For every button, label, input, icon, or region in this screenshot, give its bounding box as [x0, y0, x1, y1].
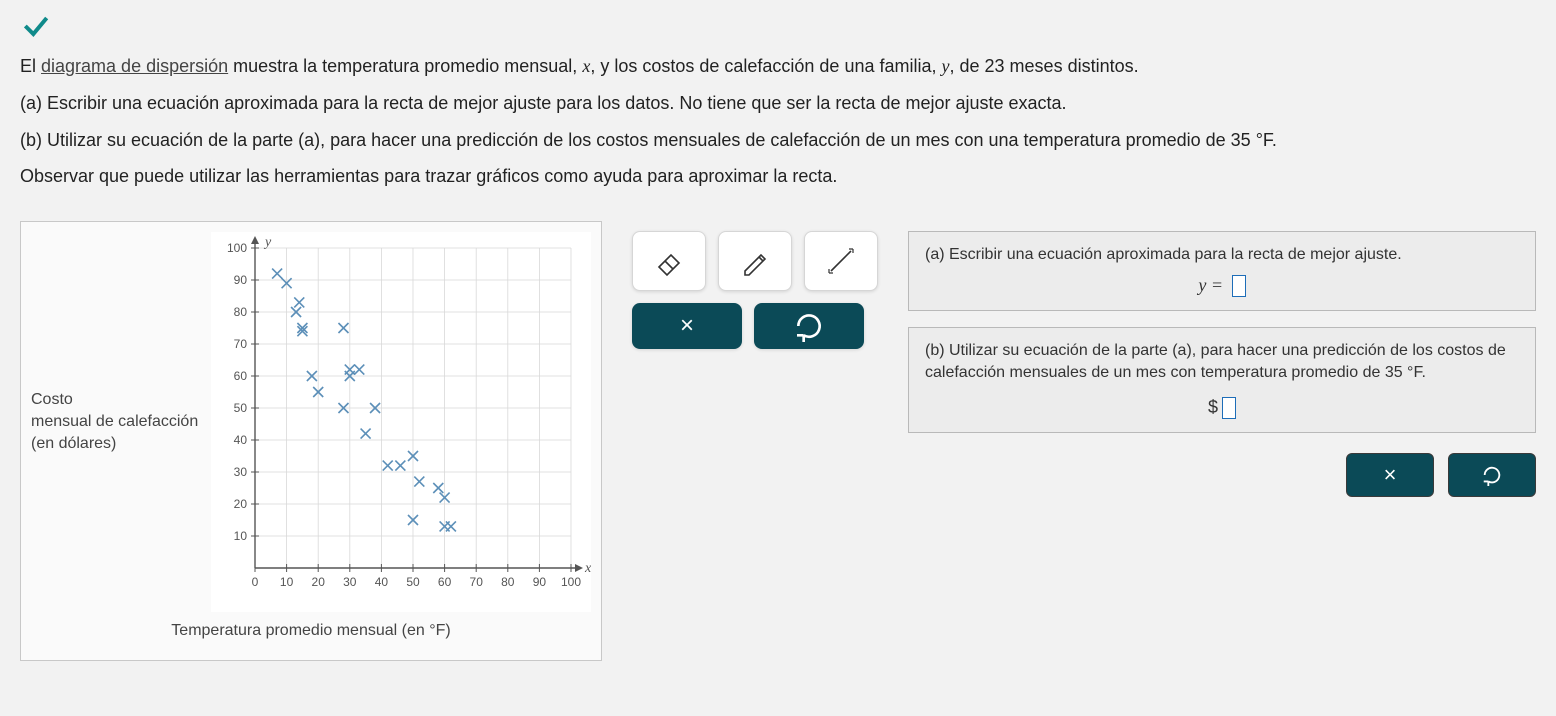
svg-text:80: 80	[234, 305, 248, 319]
svg-text:30: 30	[234, 465, 248, 479]
dollar-sign: $	[1208, 397, 1218, 417]
answer-a-text: (a) Escribir una ecuación aproximada par…	[925, 244, 1519, 266]
clear-tool[interactable]: ×	[632, 303, 742, 349]
answer-b-box: (b) Utilizar su ecuación de la parte (a)…	[908, 327, 1536, 433]
answer-b-text: (b) Utilizar su ecuación de la parte (a)…	[925, 340, 1519, 385]
problem-part-a: (a) Escribir una ecuación aproximada par…	[20, 89, 1536, 118]
svg-text:x: x	[584, 561, 591, 576]
pencil-icon	[739, 245, 771, 277]
answer-panel: (a) Escribir una ecuación aproximada par…	[908, 231, 1536, 497]
clear-answer-button[interactable]: ×	[1346, 453, 1434, 497]
svg-text:30: 30	[343, 575, 357, 589]
close-icon: ×	[1384, 462, 1397, 488]
problem-part-b: (b) Utilizar su ecuación de la parte (a)…	[20, 126, 1536, 155]
eraser-icon	[653, 245, 685, 277]
scatter-chart[interactable]: 0 10 20 30 40 50 60 70 80 90 100 10 20 30 40 50 60 70 80 90…	[211, 232, 591, 612]
close-icon: ×	[680, 312, 694, 340]
svg-text:70: 70	[470, 575, 484, 589]
x-axis-label: Temperatura promedio mensual (en °F)	[171, 622, 450, 640]
line-tool[interactable]	[804, 231, 878, 291]
svg-text:50: 50	[234, 401, 248, 415]
svg-text:20: 20	[234, 497, 248, 511]
y-axis-label: Costo mensual de calefacción (en dólares…	[31, 389, 211, 456]
answer-a-box: (a) Escribir una ecuación aproximada par…	[908, 231, 1536, 311]
reset-tool[interactable]	[754, 303, 864, 349]
reset-icon	[1481, 464, 1503, 486]
reset-icon	[793, 310, 825, 342]
svg-text:40: 40	[234, 433, 248, 447]
reset-answer-button[interactable]	[1448, 453, 1536, 497]
svg-text:10: 10	[234, 529, 248, 543]
svg-text:20: 20	[312, 575, 326, 589]
svg-text:y: y	[263, 235, 272, 250]
dispersion-link[interactable]: diagrama de dispersión	[41, 56, 228, 76]
line-tool-icon	[825, 245, 857, 277]
svg-text:100: 100	[561, 575, 581, 589]
svg-text:0: 0	[252, 575, 259, 589]
chart-panel: Costo mensual de calefacción (en dólares…	[20, 221, 602, 661]
svg-text:60: 60	[438, 575, 452, 589]
svg-text:70: 70	[234, 337, 248, 351]
cost-input[interactable]	[1222, 397, 1236, 419]
svg-text:10: 10	[280, 575, 294, 589]
equation-input[interactable]	[1232, 275, 1246, 297]
svg-text:100: 100	[227, 241, 247, 255]
svg-text:90: 90	[234, 273, 248, 287]
svg-text:40: 40	[375, 575, 389, 589]
completed-check-icon	[20, 10, 52, 42]
svg-text:50: 50	[406, 575, 420, 589]
eraser-tool[interactable]	[632, 231, 706, 291]
problem-intro: El diagrama de dispersión muestra la tem…	[20, 52, 1536, 81]
pencil-tool[interactable]	[718, 231, 792, 291]
svg-text:60: 60	[234, 369, 248, 383]
problem-observation: Observar que puede utilizar las herramie…	[20, 162, 1536, 191]
svg-text:80: 80	[501, 575, 515, 589]
answer-a-equation: y =	[925, 273, 1519, 298]
tools-panel: ×	[632, 231, 878, 349]
svg-text:90: 90	[533, 575, 547, 589]
